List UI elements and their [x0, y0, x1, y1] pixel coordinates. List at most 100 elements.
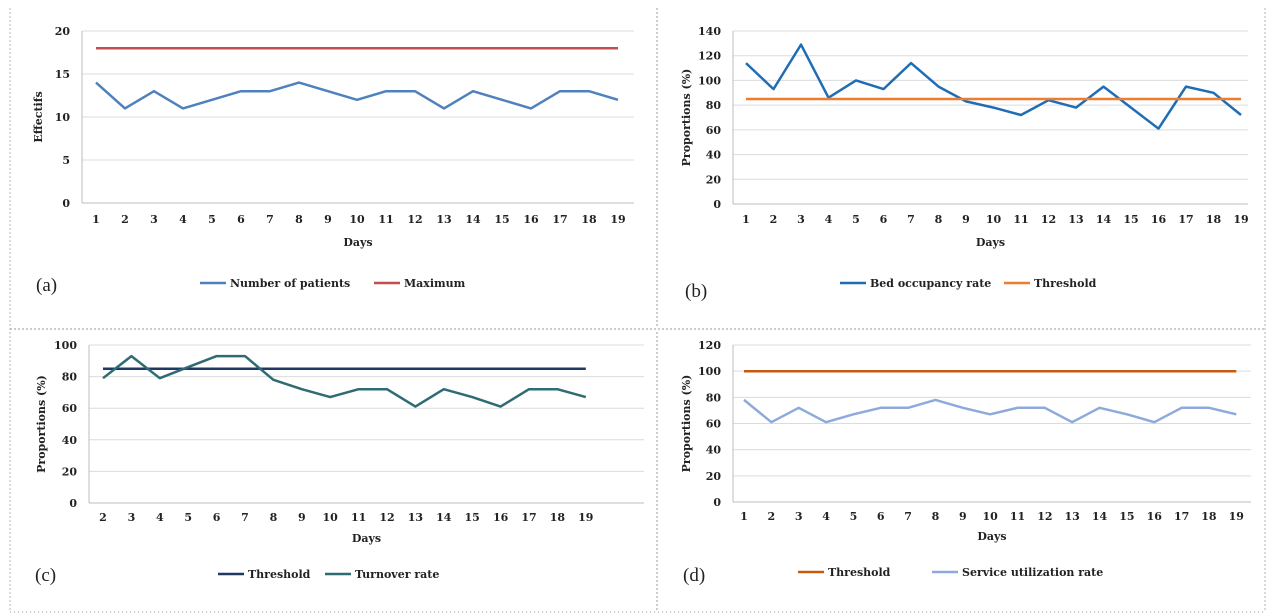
x-tick-label: 19 [1229, 510, 1244, 523]
x-tick-label: 4 [822, 510, 830, 523]
x-tick-label: 5 [850, 510, 858, 523]
x-tick-label: 16 [1147, 510, 1163, 523]
panel-label: (b) [685, 281, 707, 302]
x-tick-label: 8 [935, 213, 943, 226]
x-tick-label: 13 [1065, 510, 1080, 523]
x-tick-label: 10 [349, 213, 365, 226]
x-tick-label: 11 [1013, 213, 1028, 226]
x-tick-label: 1 [742, 213, 750, 226]
x-tick-label: 9 [298, 511, 306, 524]
x-tick-label: 3 [797, 213, 805, 226]
chart-panel-3: 0 20 40 60 80 100 2 3 4 5 6 7 8 9 10 11 12 13 14 15 16 17 18 19… [35, 339, 644, 586]
x-tick-label: 7 [907, 213, 915, 226]
y-tick-label: 0 [69, 497, 77, 510]
x-tick-label: 7 [241, 511, 249, 524]
x-tick-label: 16 [493, 511, 509, 524]
y-tick-label: 0 [713, 198, 721, 211]
x-tick-label: 5 [208, 213, 216, 226]
x-tick-label: 7 [266, 213, 274, 226]
x-tick-label: 3 [150, 213, 158, 226]
x-axis-title: Days [352, 532, 381, 545]
y-tick-label: 20 [706, 173, 722, 186]
x-tick-label: 18 [1201, 510, 1217, 523]
x-tick-label: 1 [740, 510, 748, 523]
x-tick-label: 12 [379, 511, 394, 524]
x-tick-label: 10 [323, 511, 339, 524]
legend-label: Threshold [828, 566, 891, 579]
y-tick-label: 10 [55, 111, 71, 124]
x-tick-label: 8 [270, 511, 278, 524]
x-tick-label: 4 [179, 213, 187, 226]
y-tick-label: 80 [706, 99, 722, 112]
x-axis-title: Days [976, 236, 1005, 249]
x-tick-label: 6 [237, 213, 245, 226]
y-tick-label: 60 [706, 418, 722, 431]
x-tick-label: 6 [877, 510, 885, 523]
panel-label: (c) [35, 565, 56, 586]
x-tick-label: 9 [959, 510, 967, 523]
x-tick-label: 7 [904, 510, 912, 523]
x-tick-label: 8 [295, 213, 303, 226]
legend-label: Turnover rate [355, 568, 439, 581]
series-line-1 [95, 81, 619, 110]
legend-label: Bed occupancy rate [870, 277, 991, 290]
y-tick-label: 40 [62, 434, 78, 447]
x-tick-label: 5 [184, 511, 192, 524]
x-tick-label: 2 [768, 510, 776, 523]
y-tick-label: 0 [62, 197, 70, 210]
x-tick-label: 3 [795, 510, 803, 523]
x-tick-label: 16 [1151, 213, 1167, 226]
x-tick-label: 15 [465, 511, 480, 524]
x-tick-label: 13 [436, 213, 451, 226]
y-tick-label: 100 [698, 365, 721, 378]
panel-label: (d) [683, 565, 705, 586]
x-tick-label: 17 [521, 511, 536, 524]
y-axis-title: Proportions (%) [680, 375, 693, 473]
x-tick-label: 15 [1119, 510, 1134, 523]
series-line-2 [102, 354, 587, 408]
x-tick-label: 18 [550, 511, 566, 524]
x-tick-label: 10 [982, 510, 998, 523]
y-tick-label: 20 [62, 465, 78, 478]
x-tick-label: 14 [436, 511, 452, 524]
series-line-1 [745, 43, 1242, 130]
x-tick-label: 15 [1123, 213, 1138, 226]
x-tick-label: 17 [1178, 213, 1193, 226]
x-tick-label: 19 [578, 511, 593, 524]
x-tick-label: 4 [825, 213, 833, 226]
panel-label: (a) [36, 275, 57, 296]
x-tick-label: 14 [465, 213, 481, 226]
y-tick-label: 60 [706, 124, 722, 137]
y-tick-label: 20 [706, 470, 722, 483]
y-tick-label: 120 [698, 50, 721, 63]
x-tick-label: 4 [156, 511, 164, 524]
y-tick-label: 5 [62, 154, 70, 167]
x-tick-label: 11 [378, 213, 393, 226]
y-tick-label: 80 [706, 391, 722, 404]
x-axis-title: Days [977, 530, 1006, 543]
x-tick-label: 18 [1206, 213, 1222, 226]
x-tick-label: 8 [932, 510, 940, 523]
x-tick-label: 12 [1037, 510, 1052, 523]
x-axis-title: Days [343, 236, 372, 249]
y-tick-label: 100 [698, 74, 721, 87]
x-tick-label: 16 [523, 213, 539, 226]
legend-label: Threshold [248, 568, 311, 581]
x-tick-label: 17 [552, 213, 567, 226]
x-tick-label: 19 [1233, 213, 1248, 226]
x-tick-label: 14 [1096, 213, 1112, 226]
legend-label: Service utilization rate [962, 566, 1103, 579]
y-axis-title: Proportions (%) [680, 69, 693, 167]
x-tick-label: 6 [213, 511, 221, 524]
x-tick-label: 15 [494, 213, 509, 226]
y-tick-label: 40 [706, 444, 722, 457]
x-tick-label: 13 [408, 511, 423, 524]
series-line-2 [743, 398, 1237, 424]
legend-label: Maximum [404, 277, 466, 290]
legend-label: Number of patients [230, 277, 350, 290]
x-tick-label: 12 [1041, 213, 1056, 226]
x-tick-label: 17 [1174, 510, 1189, 523]
